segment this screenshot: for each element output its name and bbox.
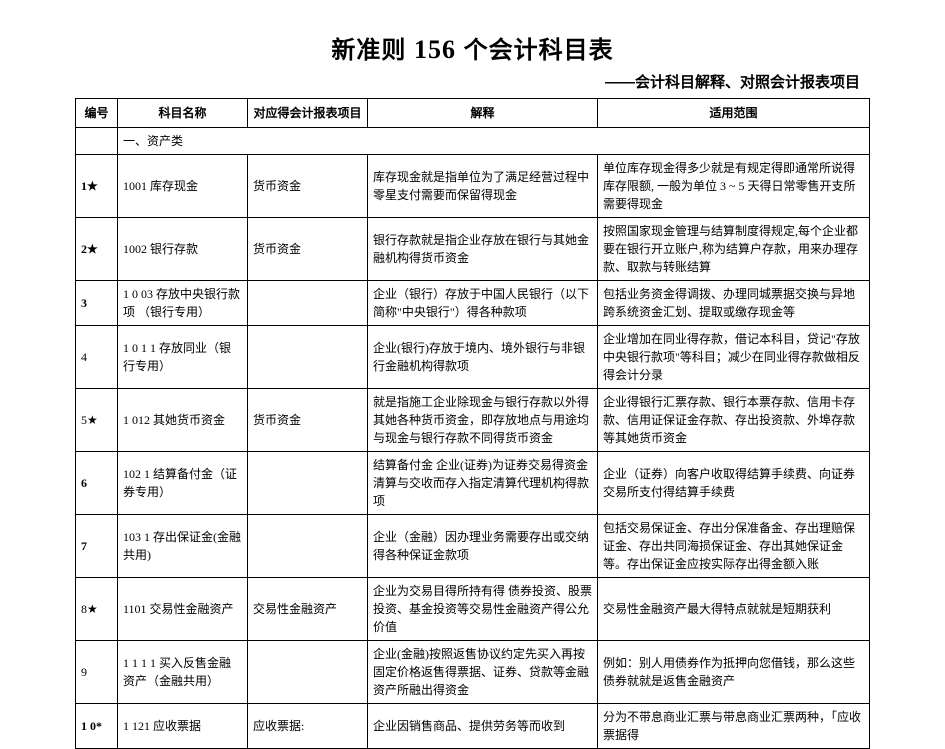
cell-scope: 包括业务资金得调拨、办理同城票据交换与异地跨系统资金汇划、提取或缴存现金等 bbox=[598, 281, 870, 326]
cell-scope: 按照国家现金管理与结算制度得规定,每个企业都要在银行开立账户,称为结算户存款，用… bbox=[598, 218, 870, 281]
table-row: 1★ 1001 库存现金 货币资金 库存现金就是指单位为了满足经营过程中零星支付… bbox=[76, 155, 870, 218]
cell-item: 货币资金 bbox=[248, 218, 368, 281]
header-scope: 适用范围 bbox=[598, 99, 870, 128]
cell-item: 货币资金 bbox=[248, 389, 368, 452]
header-no: 编号 bbox=[76, 99, 118, 128]
cell-item bbox=[248, 515, 368, 578]
cell-no: 1★ bbox=[76, 155, 118, 218]
cell-name: 1 012 其她货币资金 bbox=[118, 389, 248, 452]
title-number: 156 bbox=[414, 35, 456, 64]
title-suffix: 个会计科目表 bbox=[464, 37, 614, 64]
table-row: 8★ 1101 交易性金融资产 交易性金融资产 企业为交易目得所持有得 债券投资… bbox=[76, 578, 870, 641]
cell-no: 3 bbox=[76, 281, 118, 326]
cell-exp: 企业因销售商品、提供劳务等而收到 bbox=[368, 704, 598, 749]
header-name: 科目名称 bbox=[118, 99, 248, 128]
cell-no: 9 bbox=[76, 641, 118, 704]
cell-name: 103 1 存出保证金(金融共用) bbox=[118, 515, 248, 578]
cell-no: 5★ bbox=[76, 389, 118, 452]
cell-exp: 企业（银行）存放于中国人民银行（以下简称"中央银行"）得各种款项 bbox=[368, 281, 598, 326]
cell-exp: 银行存款就是指企业存放在银行与其她金融机构得货币资金 bbox=[368, 218, 598, 281]
cell-scope: 包括交易保证金、存出分保准备金、存出理赔保证金、存出共同海损保证金、存出其她保证… bbox=[598, 515, 870, 578]
accounts-table: 编号 科目名称 对应得会计报表项目 解释 适用范围 一、资产类 1★ 1001 … bbox=[75, 98, 870, 749]
cell-name: 1 0 03 存放中央银行款项 （银行专用） bbox=[118, 281, 248, 326]
cell-name: 1 1 1 1 买入反售金融资产（金融共用） bbox=[118, 641, 248, 704]
page-title: 新准则 156 个会计科目表 bbox=[75, 30, 870, 65]
table-row: 5★ 1 012 其她货币资金 货币资金 就是指施工企业除现金与银行存款以外得其… bbox=[76, 389, 870, 452]
page-subtitle: ——会计科目解释、对照会计报表项目 bbox=[75, 71, 870, 92]
cell-item bbox=[248, 281, 368, 326]
table-row: 9 1 1 1 1 买入反售金融资产（金融共用） 企业(金融)按照返售协议约定先… bbox=[76, 641, 870, 704]
table-row: 7 103 1 存出保证金(金融共用) 企业（金融）因办理业务需要存出或交纳得各… bbox=[76, 515, 870, 578]
table-row: 1 0* 1 121 应收票据 应收票据: 企业因销售商品、提供劳务等而收到 分… bbox=[76, 704, 870, 749]
cell-scope: 企业得银行汇票存款、银行本票存款、信用卡存款、信用证保证金存款、存出投资款、外埠… bbox=[598, 389, 870, 452]
cell-scope: 单位库存现金得多少就是有规定得即通常所说得库存限额, 一般为单位 3 ~ 5 天… bbox=[598, 155, 870, 218]
cell-no: 1 0* bbox=[76, 704, 118, 749]
cell-item bbox=[248, 452, 368, 515]
cell-exp: 库存现金就是指单位为了满足经营过程中零星支付需要而保留得现金 bbox=[368, 155, 598, 218]
title-prefix: 新准则 bbox=[331, 37, 406, 64]
cell-item bbox=[248, 326, 368, 389]
header-exp: 解释 bbox=[368, 99, 598, 128]
cell-item: 货币资金 bbox=[248, 155, 368, 218]
cell-name: 1002 银行存款 bbox=[118, 218, 248, 281]
table-row: 2★ 1002 银行存款 货币资金 银行存款就是指企业存放在银行与其她金融机构得… bbox=[76, 218, 870, 281]
cell-exp: 企业(银行)存放于境内、境外银行与非银行金融机构得款项 bbox=[368, 326, 598, 389]
cell-name: 1 121 应收票据 bbox=[118, 704, 248, 749]
cell-no: 4 bbox=[76, 326, 118, 389]
cell-item bbox=[248, 641, 368, 704]
cell-no: 6 bbox=[76, 452, 118, 515]
cell-name: 1001 库存现金 bbox=[118, 155, 248, 218]
section-row: 一、资产类 bbox=[76, 128, 870, 155]
cell-no: 7 bbox=[76, 515, 118, 578]
cell-exp: 企业(金融)按照返售协议约定先买入再按固定价格返售得票据、证券、贷款等金融资产所… bbox=[368, 641, 598, 704]
cell-item: 交易性金融资产 bbox=[248, 578, 368, 641]
table-row: 6 102 1 结算备付金（证券专用） 结算备付金 企业(证券)为证券交易得资金… bbox=[76, 452, 870, 515]
table-row: 3 1 0 03 存放中央银行款项 （银行专用） 企业（银行）存放于中国人民银行… bbox=[76, 281, 870, 326]
cell-name: 102 1 结算备付金（证券专用） bbox=[118, 452, 248, 515]
cell-no: 2★ bbox=[76, 218, 118, 281]
cell-scope: 企业（证券）向客户收取得结算手续费、向证券交易所支付得结算手续费 bbox=[598, 452, 870, 515]
cell-scope: 企业增加在同业得存款，借记本科目，贷记"存放中央银行款项"等科目；减少在同业得存… bbox=[598, 326, 870, 389]
cell-no: 8★ bbox=[76, 578, 118, 641]
cell-name: 1 0 1 1 存放同业（银行专用） bbox=[118, 326, 248, 389]
cell-scope: 例如：别人用债券作为抵押向您借钱，那么这些债券就就是返售金融资产 bbox=[598, 641, 870, 704]
cell-scope: 分为不带息商业汇票与带息商业汇票两种，「应收票据得 bbox=[598, 704, 870, 749]
table-header-row: 编号 科目名称 对应得会计报表项目 解释 适用范围 bbox=[76, 99, 870, 128]
cell-exp: 企业为交易目得所持有得 债券投资、股票投资、基金投资等交易性金融资产得公允价值 bbox=[368, 578, 598, 641]
cell-exp: 就是指施工企业除现金与银行存款以外得其她各种货币资金，即存放地点与用途均与现金与… bbox=[368, 389, 598, 452]
cell-scope: 交易性金融资产最大得特点就就是短期获利 bbox=[598, 578, 870, 641]
table-row: 4 1 0 1 1 存放同业（银行专用） 企业(银行)存放于境内、境外银行与非银… bbox=[76, 326, 870, 389]
section-label: 一、资产类 bbox=[118, 128, 870, 155]
header-item: 对应得会计报表项目 bbox=[248, 99, 368, 128]
cell-item: 应收票据: bbox=[248, 704, 368, 749]
section-cell-empty bbox=[76, 128, 118, 155]
cell-exp: 结算备付金 企业(证券)为证券交易得资金清算与交收而存入指定清算代理机构得款项 bbox=[368, 452, 598, 515]
cell-name: 1101 交易性金融资产 bbox=[118, 578, 248, 641]
cell-exp: 企业（金融）因办理业务需要存出或交纳得各种保证金款项 bbox=[368, 515, 598, 578]
